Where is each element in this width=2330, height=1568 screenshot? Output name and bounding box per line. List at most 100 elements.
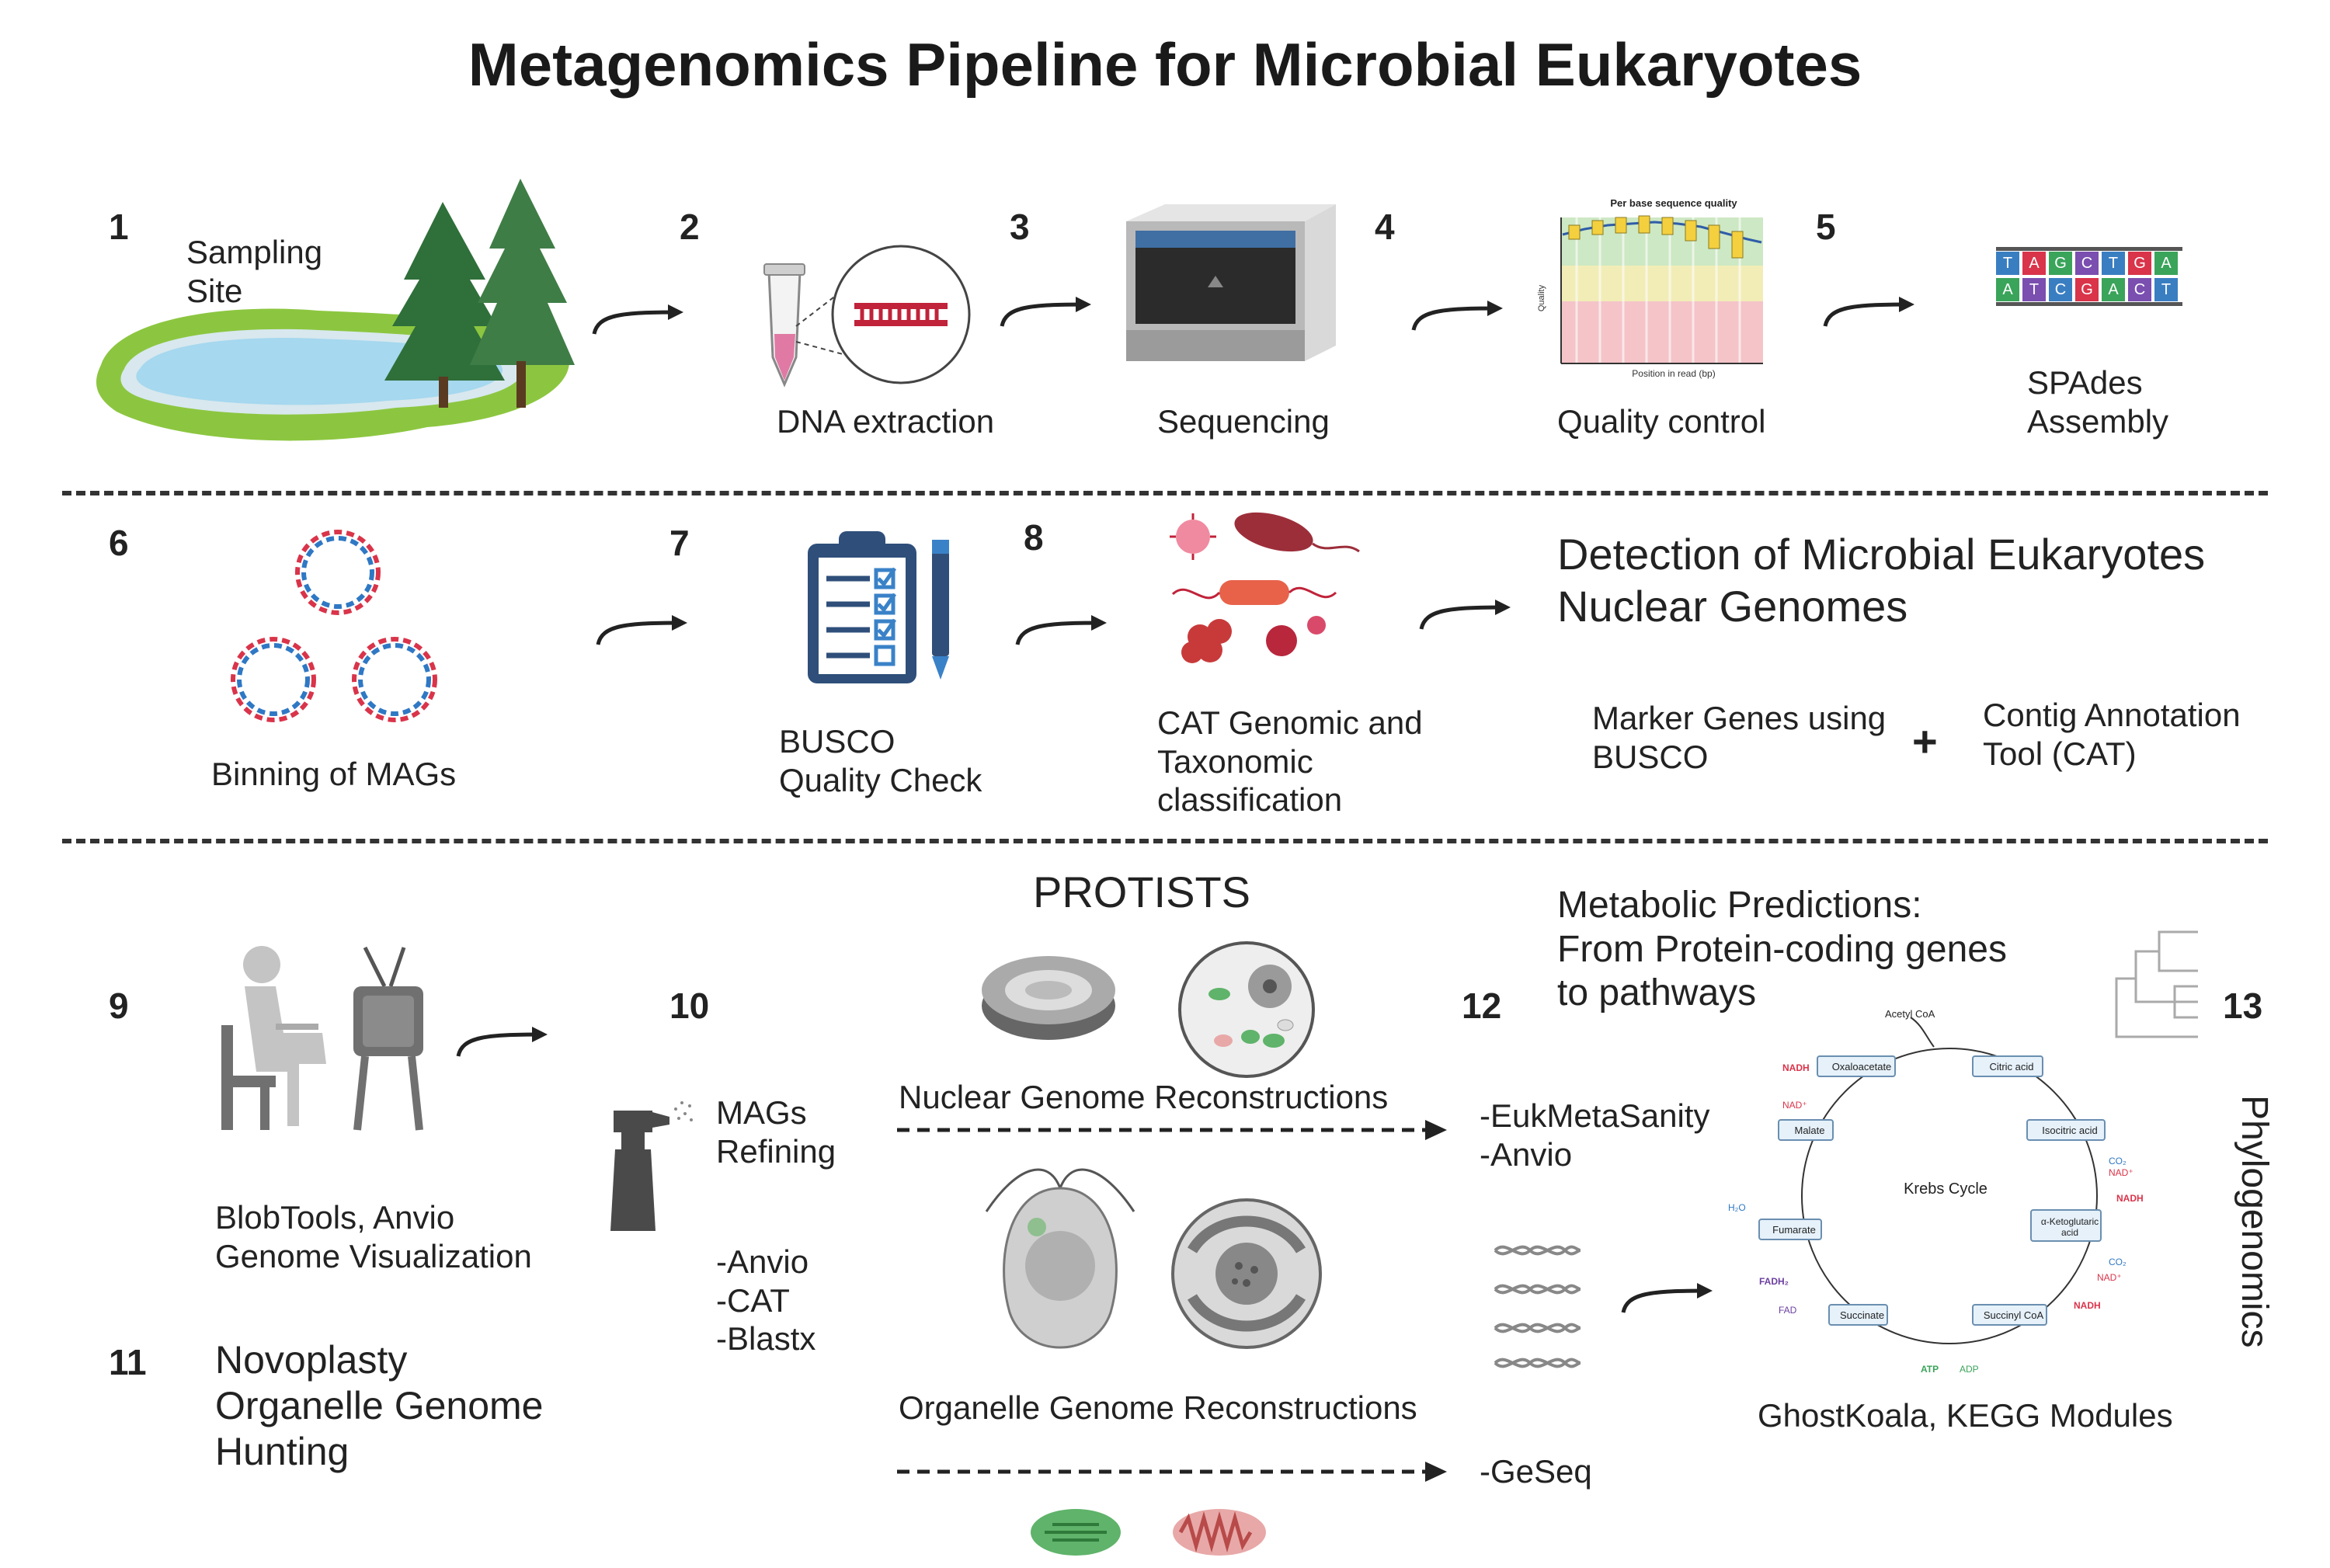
dna-letter-top: G	[2128, 252, 2151, 275]
arrow-12-krebs	[1621, 1283, 1713, 1313]
quality-control-chart-icon	[1560, 215, 1763, 364]
krebs-node-isocitric: Isocitric acid	[2042, 1125, 2098, 1136]
nuclear-tools: -EukMetaSanity -Anvio	[1480, 1097, 1710, 1173]
krebs-node-ketoglutaric: α-Ketoglutaric acid	[2040, 1216, 2099, 1238]
krebs-nadh-2: NADH	[2116, 1193, 2144, 1204]
dna-extraction-icon	[763, 245, 971, 388]
krebs-co2-1: CO₂	[2109, 1156, 2127, 1166]
arrow-4-5	[1823, 297, 1914, 327]
krebs-node-citric: Citric acid	[1989, 1061, 2034, 1073]
step-3-number: 3	[1010, 207, 1030, 247]
detection-cat-label: Contig Annotation Tool (CAT)	[1983, 697, 2241, 772]
arrow-7-8	[1015, 615, 1107, 645]
krebs-node-oxaloacetate: Oxaloacetate	[1831, 1061, 1892, 1073]
krebs-node-malate: Malate	[1794, 1125, 1825, 1136]
step-2-number: 2	[680, 207, 700, 247]
page-title: Metagenomics Pipeline for Microbial Euka…	[468, 30, 1862, 99]
krebs-adp: ADP	[1960, 1364, 1979, 1375]
krebs-acetyl: Acetyl CoA	[1885, 1008, 1935, 1020]
krebs-atp: ATP	[1921, 1364, 1939, 1375]
step-13-label: Phylogenomics	[2234, 1095, 2275, 1348]
dna-letter-bottom: A	[1996, 278, 2019, 301]
dna-letter-bottom: T	[2022, 278, 2046, 301]
section-divider-2	[62, 839, 2268, 843]
krebs-nadh-3: NADH	[2074, 1300, 2101, 1311]
arrow-6-7	[596, 615, 687, 645]
organelle-tools: -GeSeq	[1480, 1453, 1592, 1490]
dna-letter-top: T	[1996, 252, 2019, 275]
krebs-center-label: Krebs Cycle	[1904, 1180, 1987, 1198]
krebs-nadh-1: NADH	[1782, 1062, 1810, 1073]
step-3-label: Sequencing	[1157, 403, 1330, 440]
dna-letter-bottom: C	[2049, 278, 2072, 301]
step-11-label: Novoplasty Organelle Genome Hunting	[215, 1338, 544, 1473]
step-13-number: 13	[2223, 986, 2263, 1026]
chloroplast-mitochondria-icon	[1031, 1509, 1266, 1556]
sampling-site-icon	[96, 179, 575, 441]
dna-letter-top: G	[2049, 252, 2072, 275]
step-7-number: 7	[669, 523, 690, 563]
step-4-label: Quality control	[1557, 403, 1766, 440]
step-10-label: MAGs Refining	[716, 1094, 836, 1170]
dna-letter-top: A	[2022, 252, 2046, 275]
krebs-fad: FAD	[1779, 1305, 1797, 1316]
dna-letter-bottom: T	[2154, 278, 2178, 301]
flagellate-icon	[985, 1168, 1135, 1349]
phylogeny-tree-icon	[2115, 930, 2198, 1038]
checklist-icon	[808, 531, 949, 683]
step-2-label: DNA extraction	[777, 403, 995, 440]
dna-letter-top: T	[2102, 252, 2125, 275]
step-7-label: BUSCO Quality Check	[779, 723, 982, 798]
step-1-number: 1	[109, 207, 129, 247]
protists-title: PROTISTS	[1033, 867, 1251, 916]
genome-visualization-icon	[221, 946, 423, 1131]
diatom-icon	[982, 956, 1115, 1040]
step-5-number: 5	[1816, 207, 1836, 247]
spray-bottle-icon	[610, 1101, 693, 1231]
step-12-number: 12	[1462, 986, 1502, 1026]
krebs-nad-3: NAD⁺	[2097, 1272, 2122, 1283]
step-8-number: 8	[1024, 517, 1044, 558]
sequencer-icon	[1126, 204, 1336, 361]
dna-letter-top: A	[2154, 252, 2178, 275]
krebs-fadh2: FADH₂	[1759, 1276, 1789, 1287]
step-4-number: 4	[1375, 207, 1395, 247]
krebs-node-fumarate: Fumarate	[1772, 1224, 1816, 1236]
arrow-1-2	[592, 304, 683, 335]
section-divider-1	[62, 491, 2268, 495]
arrow-9-10	[456, 1027, 548, 1057]
mags-bins-icon	[231, 530, 437, 722]
microbes-icon	[1170, 512, 1360, 663]
detection-busco-label: Marker Genes using BUSCO	[1592, 700, 1887, 775]
dna-letter-bottom: A	[2102, 278, 2125, 301]
qc-chart-title: Per base sequence quality	[1610, 197, 1737, 209]
krebs-node-succinyl: Succinyl CoA	[1983, 1309, 2044, 1321]
nuclear-dashed-arrow	[897, 1120, 1447, 1140]
arrow-2-3	[1000, 297, 1091, 327]
arrow-3-4	[1411, 301, 1503, 331]
detection-title: Detection of Microbial Eukaryotes Nuclea…	[1557, 530, 2206, 631]
step-11-number: 11	[109, 1342, 147, 1382]
step-8-label: CAT Genomic and Taxonomic classification	[1157, 704, 1423, 819]
nuclear-genome-label: Nuclear Genome Reconstructions	[899, 1079, 1389, 1115]
qc-chart-xlabel: Position in read (bp)	[1632, 368, 1716, 379]
nucleus-icon	[1171, 1198, 1322, 1349]
step-10-number: 10	[669, 986, 710, 1026]
krebs-h2o: H₂O	[1728, 1202, 1746, 1213]
step-9-label: BlobTools, Anvio Genome Visualization	[215, 1199, 532, 1274]
metabolic-title: Metabolic Predictions: From Protein-codi…	[1557, 885, 2007, 1014]
krebs-nad-2: NAD⁺	[2109, 1167, 2134, 1178]
krebs-co2-2: CO₂	[2109, 1257, 2127, 1267]
step-9-number: 9	[109, 986, 129, 1026]
metabolic-caption: GhostKoala, KEGG Modules	[1758, 1397, 2173, 1434]
arrow-8-detection	[1419, 600, 1511, 630]
dna-letter-bottom: C	[2128, 278, 2151, 301]
krebs-cycle-diagram	[1758, 1017, 2106, 1344]
detection-plus: +	[1912, 717, 1938, 766]
step-1-label: Sampling Site	[186, 234, 323, 309]
dna-strands-icon	[1494, 1245, 1581, 1368]
step-5-label: SPAdes Assembly	[2027, 364, 2169, 440]
dna-letter-bottom: G	[2075, 278, 2099, 301]
krebs-nad-1: NAD⁺	[1782, 1100, 1807, 1111]
